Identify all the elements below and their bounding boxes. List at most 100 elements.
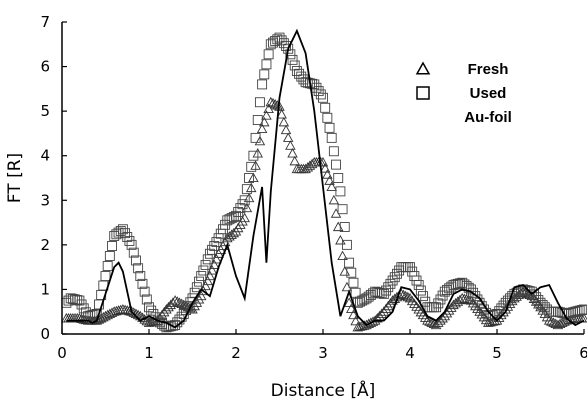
fresh-point <box>439 310 451 321</box>
used-point <box>344 257 355 268</box>
used-point <box>335 186 346 197</box>
fresh-point <box>280 124 292 135</box>
fresh-point <box>226 229 237 239</box>
used-point <box>287 54 298 65</box>
used-point <box>348 277 359 288</box>
fresh-point <box>343 297 355 307</box>
x-tick-label: 2 <box>231 344 241 362</box>
used-point <box>237 199 248 210</box>
used-point <box>107 241 117 251</box>
fresh-point <box>548 317 559 327</box>
fresh-point <box>354 321 366 331</box>
fresh-point <box>424 316 435 326</box>
x-tick-label: 5 <box>492 344 502 362</box>
used-point <box>250 132 261 143</box>
fresh-point <box>417 309 429 320</box>
fresh-point <box>419 312 431 322</box>
fresh-point <box>204 270 216 281</box>
used-point <box>241 184 252 195</box>
used-point <box>137 278 148 289</box>
fresh-point <box>113 305 124 315</box>
series-au-foil <box>66 28 585 329</box>
used-point <box>130 255 141 266</box>
fresh-point <box>350 315 361 326</box>
used-point <box>322 112 333 123</box>
fresh-point <box>106 307 118 317</box>
used-point <box>196 271 207 282</box>
y-tick-label: 2 <box>40 236 50 254</box>
used-point <box>202 254 213 265</box>
used-point <box>252 115 263 126</box>
legend-label: Fresh <box>468 61 509 78</box>
fresh-point <box>265 96 277 107</box>
fresh-point <box>406 295 418 306</box>
fresh-point <box>274 101 285 111</box>
used-point <box>415 285 426 296</box>
fresh-point <box>400 290 411 301</box>
fresh-point <box>448 299 459 310</box>
x-tick-label: 4 <box>405 344 415 362</box>
fresh-point <box>356 320 368 331</box>
fresh-point <box>346 303 357 313</box>
fresh-point <box>174 297 185 307</box>
fresh-point <box>322 169 333 179</box>
fresh-point <box>256 123 268 134</box>
used-point <box>104 251 115 261</box>
used-point <box>244 173 255 183</box>
fresh-point <box>454 294 466 305</box>
fresh-point <box>378 306 390 316</box>
used-point <box>239 195 250 206</box>
fresh-point <box>287 148 298 158</box>
used-point <box>418 291 428 302</box>
series-used <box>61 32 587 333</box>
used-point <box>254 97 265 108</box>
fresh-point <box>285 140 296 150</box>
fresh-point <box>224 231 235 241</box>
used-point <box>248 150 259 161</box>
au-foil-line <box>66 28 585 329</box>
used-point <box>124 236 135 246</box>
x-tick-label: 6 <box>579 344 587 362</box>
fresh-point <box>563 314 575 325</box>
fresh-point <box>330 208 342 218</box>
fresh-point <box>409 298 420 308</box>
legend-triangle-icon <box>415 61 431 75</box>
used-point <box>246 161 257 172</box>
fresh-point <box>282 132 294 142</box>
used-point <box>259 69 270 80</box>
used-point <box>261 59 272 70</box>
used-point <box>289 60 300 71</box>
fresh-point <box>306 158 318 169</box>
used-point <box>128 247 139 258</box>
fresh-point <box>158 306 170 317</box>
fresh-point <box>254 135 266 146</box>
y-tick-label: 0 <box>40 325 50 343</box>
fresh-point <box>578 312 587 323</box>
fresh-point <box>289 155 300 166</box>
used-point <box>100 271 111 282</box>
used-point <box>94 299 104 310</box>
fresh-point <box>411 301 422 311</box>
fresh-point <box>450 297 461 308</box>
used-point <box>331 159 341 170</box>
fresh-point <box>382 300 394 311</box>
fresh-point <box>337 250 348 261</box>
fresh-point <box>208 259 220 269</box>
x-tick-label: 1 <box>144 344 154 362</box>
fresh-point <box>422 315 433 325</box>
used-point <box>315 89 326 100</box>
used-point <box>200 259 211 270</box>
legend: Fresh Used Au-foil <box>415 61 512 126</box>
fresh-point <box>302 161 314 172</box>
y-tick-label: 4 <box>40 147 50 165</box>
fresh-point <box>172 296 183 306</box>
fresh-point <box>559 316 570 326</box>
used-point <box>126 239 137 250</box>
used-point <box>337 204 348 215</box>
used-point <box>194 276 204 287</box>
used-point <box>191 282 202 293</box>
used-point <box>102 261 113 271</box>
fresh-point <box>143 317 155 327</box>
fresh-point <box>276 109 287 119</box>
